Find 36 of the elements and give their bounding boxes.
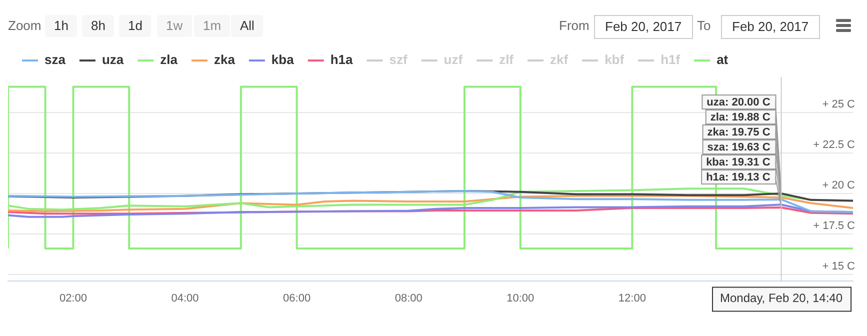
text: Feb 20, 2017 — [721, 15, 820, 39]
annotation: zka: 19.75 C — [707, 126, 770, 138]
x-tick-label: 04:00 — [171, 292, 199, 304]
legend-label: kba — [271, 52, 295, 68]
ref-line-label: Monday, Feb 20, 14:40 — [720, 291, 843, 306]
x-tick-label: 02:00 — [59, 292, 87, 304]
text: 1d — [119, 15, 152, 37]
text: To — [697, 17, 711, 35]
y-tick-label: + 22.5 C — [813, 139, 856, 152]
legend-label: uza — [102, 52, 124, 68]
text: From — [559, 17, 590, 35]
legend-label: sza — [44, 52, 66, 68]
legend-label: zla — [160, 52, 178, 68]
x-tick-label: 08:00 — [394, 292, 422, 304]
annotation: zla: 19.88 C — [710, 111, 770, 124]
legend-label: at — [716, 52, 729, 68]
text: Zoom — [8, 17, 42, 35]
legend-label: h1a — [330, 52, 354, 68]
text: All — [231, 15, 264, 37]
text: 1m — [194, 15, 230, 37]
y-tick-label: + 25 C — [822, 98, 856, 111]
y-tick-label: + 17.5 C — [813, 220, 856, 232]
annotation: sza: 19.63 C — [707, 141, 770, 154]
legend-label: zka — [214, 52, 236, 68]
text: 1w — [157, 15, 192, 37]
annotation: h1a: 19.13 C — [706, 171, 770, 184]
y-tick-label: + 15 C — [822, 260, 856, 272]
text: 1h — [45, 15, 78, 37]
text: Feb 20, 2017 — [594, 15, 693, 39]
y-tick-label: + 20 C — [822, 179, 856, 192]
annotation: kba: 19.31 C — [706, 156, 770, 168]
x-tick-label: 06:00 — [283, 292, 311, 304]
x-tick-label: 10:00 — [506, 292, 534, 304]
annotation: uza: 20.00 C — [706, 96, 770, 108]
x-tick-label: 12:00 — [618, 292, 646, 304]
text: 8h — [82, 15, 114, 37]
